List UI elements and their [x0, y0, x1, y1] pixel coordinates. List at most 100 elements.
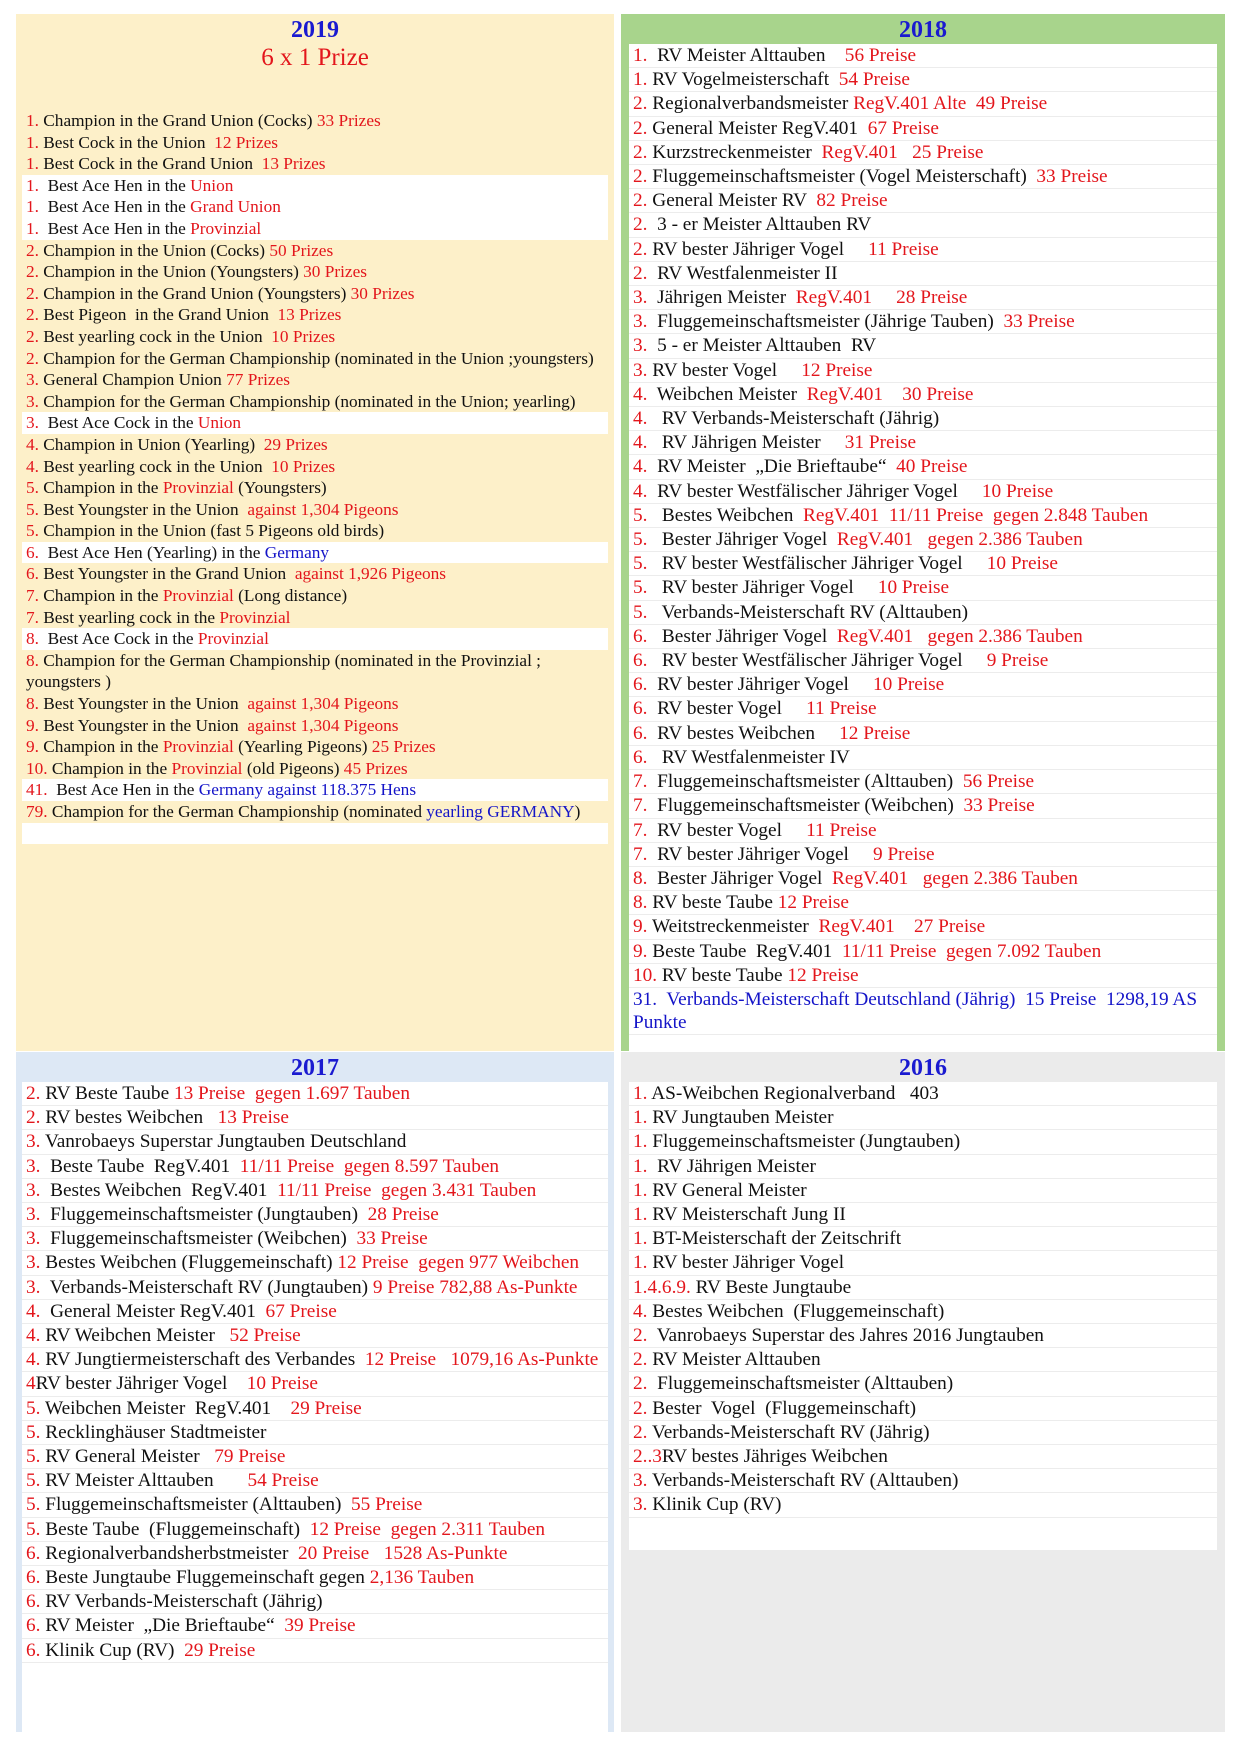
- highlight-text: 1.: [633, 69, 653, 91]
- highlight-text: Provinzial: [171, 758, 243, 778]
- result-text: Champion in the Union (Cocks): [43, 240, 270, 260]
- result-text: Fluggemeinschaftsmeister (Alttauben): [657, 771, 963, 793]
- result-text: Kurzstreckenmeister: [652, 141, 822, 163]
- result-text: ): [574, 802, 581, 821]
- highlight-text: 8.: [633, 892, 653, 914]
- section-subtitle: 6 x 1 Prize: [261, 44, 369, 71]
- highlight-text: 5.: [633, 577, 662, 599]
- highlight-text: 4.: [633, 1300, 653, 1322]
- result-text: Best Cock in the Union: [43, 132, 215, 152]
- highlight-text: 3.: [633, 311, 658, 333]
- result-text: Champion for the German Championship (no…: [43, 391, 576, 411]
- highlight-text: 7.: [633, 843, 658, 865]
- highlight-text: 1.: [633, 1252, 653, 1274]
- result-text: Bester Vogel (Fluggemeinschaft): [652, 1397, 917, 1419]
- result-text: Regionalverbandsherbstmeister: [45, 1542, 299, 1564]
- result-text: 3 - er Meister Alttauben RV: [657, 214, 872, 236]
- result-text: RV Verbands-Meisterschaft (Jährig): [661, 408, 940, 430]
- highlight-text: 1.: [633, 1228, 653, 1250]
- result-line: 2. Vanrobaeys Superstar des Jahres 2016 …: [629, 1324, 1217, 1349]
- highlight-text: 3.: [633, 335, 658, 357]
- highlight-text: 4: [26, 1373, 36, 1395]
- highlight-text: 3.: [633, 287, 658, 309]
- result-text: RV Jährigen Meister: [657, 1155, 816, 1177]
- result-line: 4. RV Jährigen Meister 31 Preise: [629, 431, 1217, 456]
- highlight-text: 33 Prizes: [316, 111, 381, 130]
- highlight-text: Union: [197, 413, 242, 433]
- highlight-text: 31 Preise: [844, 432, 917, 454]
- highlight-text: 6.: [633, 746, 662, 768]
- result-text: Champion in the: [43, 586, 163, 606]
- result-line: 6. Best Ace Hen (Yearling) in the German…: [22, 541, 608, 564]
- result-text: Bestes Weibchen (Fluggemeinschaft): [45, 1252, 338, 1274]
- result-line: 6. RV bester Westfälischer Jähriger Voge…: [629, 649, 1217, 674]
- result-text: 5 - er Meister Alttauben RV: [657, 335, 877, 357]
- result-line: 4. Bestes Weibchen (Fluggemeinschaft): [629, 1300, 1217, 1325]
- result-line: 3. Jährigen Meister RegV.401 28 Preise: [629, 286, 1217, 311]
- blue-text: yearling GERMANY: [426, 802, 575, 821]
- result-line: 7. Fluggemeinschaftsmeister (Weibchen) 3…: [629, 794, 1217, 819]
- result-line: 3. Fluggemeinschaftsmeister (Jährige Tau…: [629, 310, 1217, 335]
- result-line: 8. Bester Jähriger Vogel RegV.401 gegen …: [629, 867, 1217, 892]
- highlight-text: 1.: [633, 1179, 653, 1201]
- highlight-text: 1.4.6.9.: [633, 1276, 696, 1298]
- result-text: Best Youngster in the Grand Union: [43, 564, 295, 584]
- highlight-text: 41.: [26, 780, 57, 800]
- highlight-text: 5.: [633, 504, 662, 526]
- highlight-text: 3.: [26, 1155, 51, 1177]
- highlight-text: 9 Preise 782,88 As-Punkte: [372, 1276, 578, 1298]
- result-text: Best yearling cock in the Union: [43, 456, 272, 476]
- blue-text: Germany: [264, 542, 330, 562]
- result-text: (Yearling Pigeons): [233, 737, 372, 757]
- highlight-text: 13 Prizes: [261, 154, 326, 174]
- highlight-text: 10 Preise: [981, 480, 1054, 502]
- result-line: 3. Fluggemeinschaftsmeister (Jungtauben)…: [22, 1203, 608, 1228]
- result-line: 5. RV bester Westfälischer Jähriger Voge…: [629, 552, 1217, 577]
- highlight-text: 9.: [26, 737, 44, 757]
- result-text: Champion for the German Championship (no…: [26, 650, 546, 692]
- highlight-text: 11 Preise: [806, 698, 877, 720]
- result-text: Verbands-Meisterschaft RV (Alttauben): [661, 601, 969, 623]
- result-line: 6. Beste Jungtaube Fluggemeinschaft gege…: [22, 1566, 608, 1591]
- highlight-text: 1.: [26, 218, 48, 238]
- highlight-text: 40 Preise: [896, 456, 968, 478]
- result-text: Champion in the Grand Union (Youngsters): [43, 283, 351, 303]
- highlight-text: 3.: [26, 1204, 51, 1226]
- highlight-text: 1.: [26, 154, 44, 174]
- result-text: RV bester Vogel: [652, 359, 802, 381]
- result-text: Best Ace Cock in the: [47, 413, 198, 433]
- highlight-text: 5.: [26, 499, 44, 519]
- result-text: Regionalverbandsmeister: [652, 93, 854, 115]
- blue-text: 31. Verbands-Meisterschaft Deutschland (…: [633, 988, 1202, 1034]
- highlight-text: 2,136 Tauben: [369, 1567, 475, 1589]
- result-text: RV bester Jähriger Vogel: [35, 1373, 247, 1395]
- result-line: 41. Best Ace Hen in the Germany against …: [22, 779, 608, 801]
- result-line: 2. RV Meister Alttauben: [629, 1348, 1217, 1373]
- result-line: 8. RV beste Taube 12 Preise: [629, 891, 1217, 916]
- highlight-text: 30 Prizes: [303, 262, 367, 282]
- result-line: 2. 3 - er Meister Alttauben RV: [629, 213, 1217, 238]
- result-text: Champion for the German Championship (no…: [43, 348, 594, 368]
- highlight-text: 77 Prizes: [226, 370, 290, 390]
- result-text: Best Youngster in the Union: [43, 694, 248, 714]
- result-text: RV Jungtiermeisterschaft des Verbandes: [45, 1349, 365, 1371]
- result-line: 4. Weibchen Meister RegV.401 30 Preise: [629, 383, 1217, 408]
- highlight-text: 25 Prizes: [371, 737, 436, 757]
- highlight-text: 2.: [633, 1421, 652, 1443]
- result-line: 5. Champion in the Provinzial (Youngster…: [22, 477, 608, 499]
- result-text: General Meister RegV.401: [652, 117, 868, 139]
- highlight-text: 3.: [26, 370, 44, 390]
- highlight-text: 10 Preise: [986, 553, 1058, 575]
- highlight-text: against 1,304 Pigeons: [247, 499, 399, 519]
- result-text: (old Pigeons): [242, 758, 344, 778]
- result-line: 1. RV General Meister: [629, 1179, 1217, 1204]
- result-line: 6. Regionalverbandsherbstmeister 20 Prei…: [22, 1542, 608, 1567]
- result-line: 1. Best Cock in the Union 12 Prizes: [22, 132, 608, 154]
- highlight-text: 6.: [633, 698, 658, 720]
- highlight-text: 1.: [633, 1083, 652, 1104]
- highlight-text: RegV.401 gegen 2.386 Tauben: [832, 867, 1078, 889]
- result-line: 6. RV bester Vogel 11 Preise: [629, 697, 1217, 722]
- highlight-text: RegV.401 Alte 49 Preise: [853, 93, 1048, 115]
- result-text: Fluggemeinschaftsmeister (Jährige Tauben…: [657, 311, 1004, 333]
- highlight-text: 10.: [633, 964, 662, 986]
